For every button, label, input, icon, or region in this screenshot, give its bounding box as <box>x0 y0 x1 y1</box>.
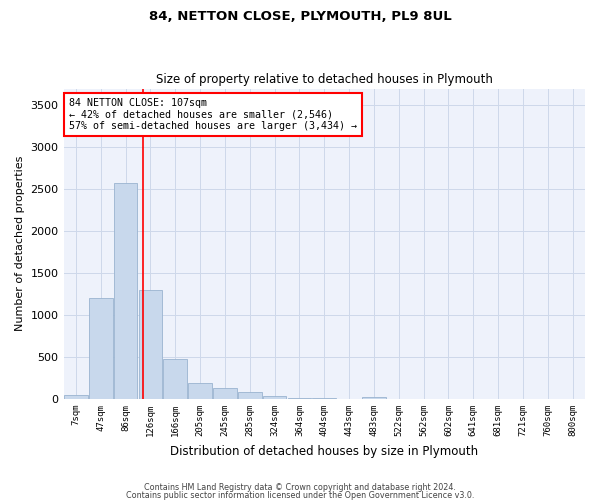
Bar <box>238 392 262 399</box>
Bar <box>188 383 212 399</box>
Title: Size of property relative to detached houses in Plymouth: Size of property relative to detached ho… <box>156 73 493 86</box>
Text: Contains HM Land Registry data © Crown copyright and database right 2024.: Contains HM Land Registry data © Crown c… <box>144 484 456 492</box>
Bar <box>139 290 162 399</box>
Y-axis label: Number of detached properties: Number of detached properties <box>15 156 25 332</box>
Text: 84 NETTON CLOSE: 107sqm
← 42% of detached houses are smaller (2,546)
57% of semi: 84 NETTON CLOSE: 107sqm ← 42% of detache… <box>69 98 357 131</box>
Bar <box>213 388 237 399</box>
Bar <box>114 182 137 399</box>
Bar <box>263 396 286 399</box>
Text: 84, NETTON CLOSE, PLYMOUTH, PL9 8UL: 84, NETTON CLOSE, PLYMOUTH, PL9 8UL <box>149 10 451 23</box>
Bar <box>163 359 187 399</box>
X-axis label: Distribution of detached houses by size in Plymouth: Distribution of detached houses by size … <box>170 444 478 458</box>
Text: Contains public sector information licensed under the Open Government Licence v3: Contains public sector information licen… <box>126 490 474 500</box>
Bar <box>89 298 113 399</box>
Bar <box>64 395 88 399</box>
Bar <box>313 398 336 399</box>
Bar <box>362 396 386 399</box>
Bar <box>287 398 311 399</box>
